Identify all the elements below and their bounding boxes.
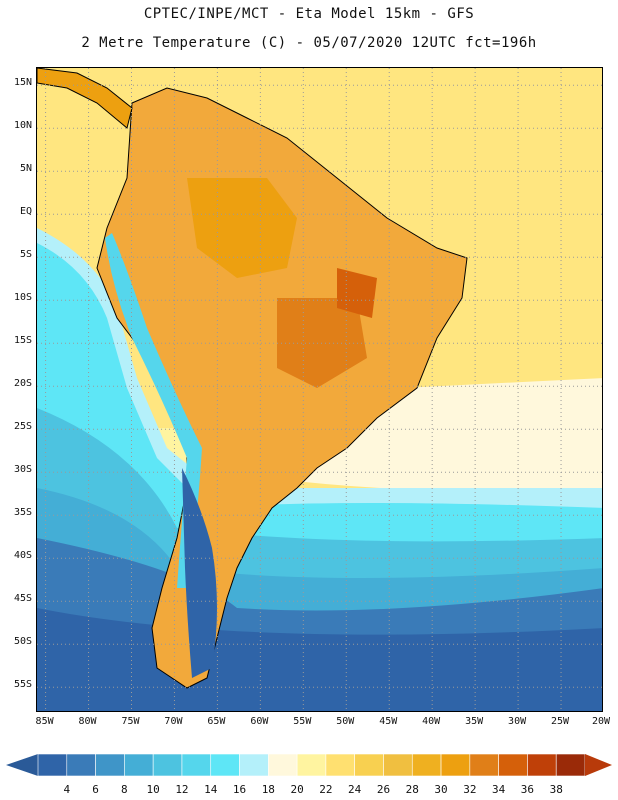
colorbar-segment (66, 753, 96, 777)
colorbar-segment (555, 753, 586, 777)
colorbar-tick-label: 34 (492, 783, 506, 796)
graticule (37, 68, 602, 711)
patagonia-cold-region (182, 468, 217, 678)
colorbar-tick-label: 38 (549, 783, 563, 796)
longitude-label: 65W (207, 716, 226, 727)
colorbar-segment (383, 753, 413, 777)
longitude-label: 60W (250, 716, 269, 727)
map-title-line-1: CPTEC/INPE/MCT - Eta Model 15km - GFS (143, 6, 475, 22)
amazon-hot-region (187, 178, 297, 278)
colorbar-segment (181, 753, 212, 777)
longitude-label: 35W (465, 716, 484, 727)
colorbar-segment (296, 753, 327, 777)
colorbar-tick-label: 28 (405, 783, 419, 796)
longitude-label: 55W (293, 716, 312, 727)
colorbar-segment (95, 753, 125, 777)
colorbar-tick-label: 12 (175, 783, 189, 796)
latitude-label: 35S (13, 507, 32, 519)
latitude-label: EQ (19, 206, 32, 218)
colorbar-segment (354, 753, 384, 777)
longitude-label: 75W (121, 716, 140, 727)
colorbar-segment (210, 753, 240, 777)
longitude-label: 80W (78, 716, 97, 727)
latitude-label: 20S (13, 378, 32, 390)
colorbar-tick-label: 4 (63, 783, 71, 796)
latitude-label: 40S (13, 550, 32, 562)
latitude-label: 25S (13, 421, 32, 433)
latitude-label: 30S (13, 464, 32, 476)
central-brazil-hot-region (277, 298, 367, 388)
latitude-label: 10S (13, 292, 32, 304)
longitude-label: 25W (551, 716, 570, 727)
colorbar-segment (152, 753, 183, 777)
colorbar-segment (37, 753, 68, 777)
longitude-label: 20W (591, 716, 611, 727)
latitude-label: 10N (13, 120, 32, 132)
colorbar-segment (469, 753, 499, 777)
latitude-label: 50S (13, 636, 32, 648)
colorbar-tick-label: 36 (520, 783, 535, 796)
longitude-label: 30W (508, 716, 527, 727)
colorbar-tick-label: 22 (319, 783, 333, 796)
latitude-label: 55S (13, 679, 32, 691)
colorbar-tick-label: 18 (261, 783, 275, 796)
colorbar-segment (527, 753, 557, 777)
temperature-map (36, 67, 603, 712)
colorbar-segment (239, 753, 269, 777)
colorbar-segment (325, 753, 355, 777)
colorbar-tick-label: 32 (463, 783, 477, 796)
latitude-label: 15S (13, 335, 32, 347)
latitude-label: 45S (13, 593, 32, 605)
colorbar-segment (411, 753, 442, 777)
colorbar-tick-label: 6 (92, 783, 99, 796)
colorbar-tick-label: 26 (376, 783, 391, 796)
map-title-line-2: 2 Metre Temperature (C) - 05/07/2020 12U… (81, 35, 537, 51)
colorbar-high-arrow (585, 754, 612, 776)
colorbar-segment (440, 753, 471, 777)
colorbar-segment (268, 753, 298, 777)
andes-cold-strip (105, 233, 202, 588)
longitude-label: 70W (164, 716, 183, 727)
longitude-label: 40W (422, 716, 441, 727)
latitude-label: 5S (19, 249, 32, 261)
colorbar-tick-label: 20 (290, 783, 304, 796)
heat-core (337, 268, 377, 318)
colorbar-tick-label: 30 (434, 783, 448, 796)
latitude-label: 15N (13, 77, 32, 89)
temperature-field (37, 68, 602, 711)
colorbar-tick-label: 10 (146, 783, 160, 796)
colorbar-tick-label: 24 (348, 783, 362, 796)
colorbar-low-arrow (6, 754, 38, 776)
colorbar-segment (124, 753, 154, 777)
temperature-colorbar (6, 753, 612, 777)
colorbar-tick-label: 14 (204, 783, 218, 796)
colorbar-segment (498, 753, 528, 777)
colorbar-tick-label: 16 (232, 783, 247, 796)
longitude-label: 50W (336, 716, 355, 727)
colorbar-tick-label: 8 (121, 783, 128, 796)
longitude-label: 45W (379, 716, 398, 727)
latitude-label: 5N (19, 163, 32, 175)
longitude-label: 85W (35, 716, 54, 727)
